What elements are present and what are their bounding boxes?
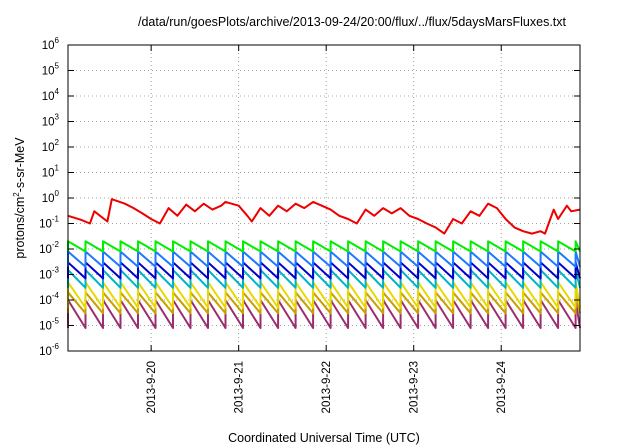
- series-line: [67, 269, 581, 289]
- series-line: [67, 198, 581, 235]
- x-tick-label: 2013-9-20: [146, 361, 158, 413]
- series-line: [67, 291, 581, 315]
- y-tick-label: 103: [42, 113, 60, 129]
- x-axis: 2013-9-20 2013-9-21 2013-9-22 2013-9-23 2013…: [146, 45, 508, 413]
- y-tick-label: 10-1: [39, 215, 59, 231]
- series-lines: [67, 198, 581, 329]
- x-tick-label: 2013-9-23: [409, 361, 421, 413]
- y-tick-label: 100: [42, 189, 60, 205]
- y-tick-label: 10-5: [39, 317, 59, 333]
- x-axis-label: Coordinated Universal Time (UTC): [228, 431, 420, 445]
- y-tick-label: 102: [42, 138, 60, 154]
- y-axis-label-post: -s-sr-MeV: [13, 137, 27, 193]
- y-axis-label-sup: 2: [12, 192, 21, 197]
- series-line: [67, 240, 581, 253]
- y-tick-label: 10-3: [39, 266, 59, 282]
- series-line: [67, 281, 581, 309]
- y-tick-label: 10-2: [39, 240, 59, 256]
- series-line: [67, 250, 581, 268]
- grid: [68, 45, 580, 351]
- chart-title: /data/run/goesPlots/archive/2013-09-24/2…: [138, 15, 567, 29]
- x-tick-label: 2013-9-22: [321, 361, 333, 413]
- y-axis-label: protons/cm2-s-sr-MeV: [12, 137, 27, 259]
- y-tick-label: 10-6: [39, 342, 59, 358]
- x-tick-label: 2013-9-24: [496, 360, 508, 413]
- series-line: [67, 261, 581, 280]
- y-tick-label: 105: [42, 62, 60, 78]
- y-tick-label: 104: [42, 87, 60, 103]
- y-tick-label: 106: [42, 36, 60, 52]
- y-tick-label: 101: [42, 164, 60, 180]
- series-line: [67, 299, 581, 329]
- y-axis: 10-6 10-5 10-4 10-3 10-2 10-1 100 101 102 103 104 1…: [39, 36, 580, 358]
- y-axis-label-pre: protons/cm: [13, 197, 27, 259]
- y-tick-label: 10-4: [39, 291, 59, 307]
- x-tick-label: 2013-9-21: [234, 361, 246, 413]
